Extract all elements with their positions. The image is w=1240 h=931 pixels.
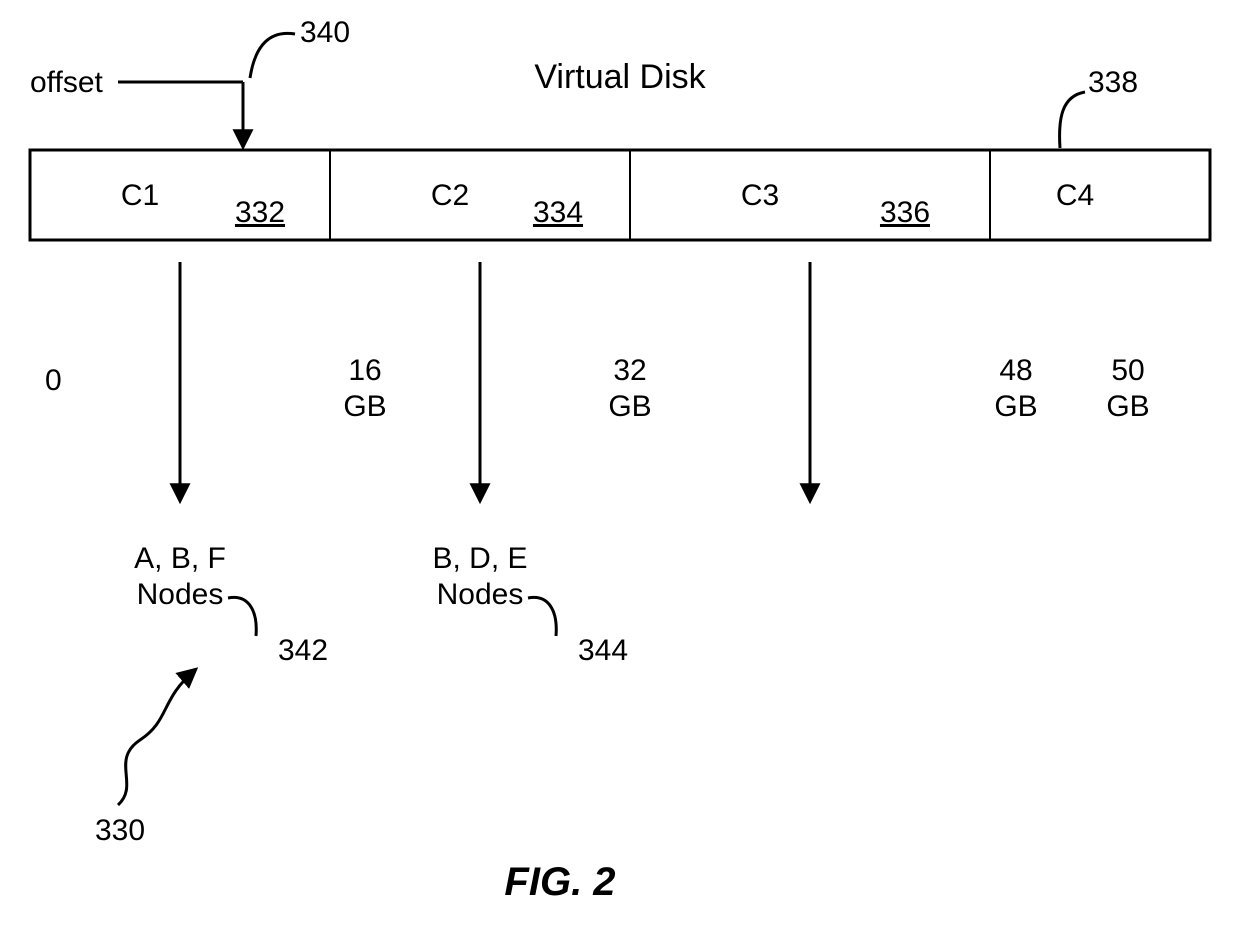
ref-338: 338 xyxy=(1088,66,1138,99)
nodes2-line1: B, D, E xyxy=(432,542,527,575)
seg-c2-label: C2 xyxy=(431,179,469,212)
ref-340-leader xyxy=(250,33,295,78)
seg-c1-ref: 332 xyxy=(235,196,285,229)
diagram-title: Virtual Disk xyxy=(534,58,706,96)
scale-16-a: 16 xyxy=(348,354,381,387)
ref-342-leader xyxy=(228,597,256,636)
ref-340: 340 xyxy=(300,16,350,49)
seg-c3-label: C3 xyxy=(741,179,779,212)
scale-0: 0 xyxy=(45,364,62,397)
ref-330-leader xyxy=(118,670,195,805)
ref-330: 330 xyxy=(95,814,145,847)
scale-16-b: GB xyxy=(343,390,386,423)
nodes2-line2: Nodes xyxy=(437,578,524,611)
figure-caption: FIG. 2 xyxy=(504,860,615,904)
scale-48-b: GB xyxy=(994,390,1037,423)
scale-32-a: 32 xyxy=(613,354,646,387)
nodes1-line2: Nodes xyxy=(137,578,224,611)
seg-c1-label: C1 xyxy=(121,179,159,212)
nodes1-line1: A, B, F xyxy=(134,542,226,575)
ref-338-leader xyxy=(1060,92,1085,148)
seg-c4-label: C4 xyxy=(1056,179,1094,212)
ref-342: 342 xyxy=(278,634,328,667)
virtual-disk-box xyxy=(30,150,1210,240)
ref-344-leader xyxy=(528,597,556,636)
ref-344: 344 xyxy=(578,634,628,667)
scale-32-b: GB xyxy=(608,390,651,423)
offset-label: offset xyxy=(30,66,103,99)
seg-c2-ref: 334 xyxy=(533,196,583,229)
seg-c3-ref: 336 xyxy=(880,196,930,229)
scale-50-a: 50 xyxy=(1111,354,1144,387)
scale-48-a: 48 xyxy=(999,354,1032,387)
scale-50-b: GB xyxy=(1106,390,1149,423)
